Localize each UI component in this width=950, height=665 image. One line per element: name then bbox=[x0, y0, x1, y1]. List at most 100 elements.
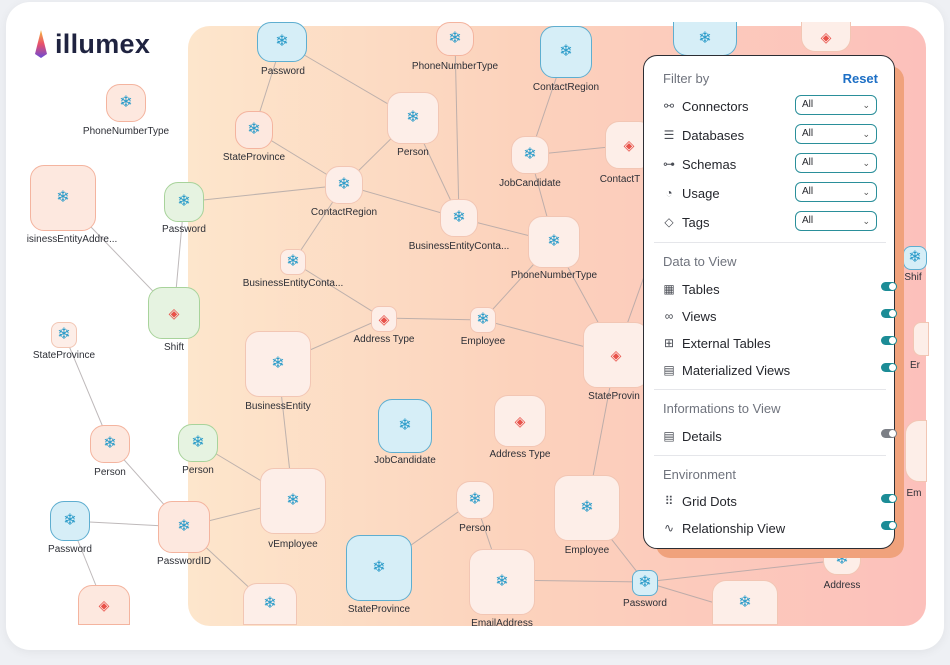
filter-label: Schemas bbox=[682, 156, 737, 172]
graph-node[interactable]: ◈ bbox=[583, 322, 649, 388]
node-label: ContactRegion bbox=[532, 82, 600, 93]
connectors-select[interactable]: All ⌄ bbox=[795, 95, 877, 115]
materialized-views-toggle[interactable] bbox=[881, 363, 897, 372]
node-label: BusinessEntity bbox=[245, 401, 311, 412]
node-label: StateProvince bbox=[222, 152, 286, 163]
database-icon: ◈ bbox=[610, 347, 622, 363]
database-icon: ◈ bbox=[378, 311, 390, 327]
snowflake-icon: ❄ bbox=[908, 249, 922, 266]
filter-label: Usage bbox=[682, 185, 720, 201]
graph-node[interactable] bbox=[913, 322, 929, 356]
graph-node[interactable]: ❄ bbox=[243, 583, 297, 625]
filter-row-databases: ☰ Databases All ⌄ bbox=[662, 124, 882, 146]
snowflake-icon: ❄ bbox=[452, 209, 466, 226]
node-label: Password bbox=[48, 544, 92, 555]
node-label: StateProvin bbox=[588, 391, 640, 402]
filter-label: Connectors bbox=[682, 98, 749, 114]
graph-node[interactable]: ❄ bbox=[436, 22, 474, 56]
graph-node[interactable]: ◈ bbox=[494, 395, 546, 447]
graph-node[interactable]: ◈ bbox=[148, 287, 200, 339]
toggle-label: Grid Dots bbox=[682, 493, 737, 509]
graph-node[interactable]: ❄ bbox=[164, 182, 204, 222]
node-label: EmailAddress bbox=[471, 618, 533, 629]
graph-node[interactable]: ❄ bbox=[378, 399, 432, 453]
usage-select[interactable]: All ⌄ bbox=[795, 182, 877, 202]
select-value: All bbox=[802, 157, 814, 168]
database-icon: ◈ bbox=[168, 305, 180, 321]
node-label: BusinessEntityConta... bbox=[242, 278, 344, 289]
database-icon: ◈ bbox=[98, 597, 110, 613]
snowflake-icon: ❄ bbox=[177, 518, 191, 535]
snowflake-icon: ❄ bbox=[271, 355, 285, 372]
reset-button[interactable]: Reset bbox=[842, 71, 878, 86]
graph-node[interactable]: ❄ bbox=[280, 249, 306, 275]
graph-node[interactable]: ❄ bbox=[30, 165, 96, 231]
graph-node[interactable]: ❄ bbox=[632, 570, 658, 596]
graph-node[interactable]: ❄ bbox=[51, 322, 77, 348]
snowflake-icon: ❄ bbox=[495, 573, 509, 590]
graph-node[interactable]: ❄ bbox=[235, 111, 273, 149]
graph-node[interactable]: ❄ bbox=[387, 92, 439, 144]
databases-select[interactable]: All ⌄ bbox=[795, 124, 877, 144]
node-label: PhoneNumberType bbox=[82, 126, 170, 137]
node-label: Password bbox=[261, 66, 305, 77]
snowflake-icon: ❄ bbox=[559, 43, 573, 60]
filter-panel: Filter by Reset ⚯ Connectors All ⌄ ☰ Data… bbox=[643, 55, 897, 549]
select-value: All bbox=[802, 215, 814, 226]
node-label: Person bbox=[397, 147, 429, 158]
snowflake-icon: ❄ bbox=[63, 512, 77, 529]
brand-logo: illumex bbox=[33, 28, 150, 60]
graph-node[interactable]: ❄ bbox=[325, 166, 363, 204]
graph-node[interactable]: ❄ bbox=[106, 84, 146, 122]
snowflake-icon: ❄ bbox=[398, 417, 412, 434]
graph-node[interactable]: ❄ bbox=[346, 535, 412, 601]
relationship-view-toggle[interactable] bbox=[881, 521, 897, 530]
grid-dots-toggle[interactable] bbox=[881, 494, 897, 503]
graph-node[interactable]: ❄ bbox=[470, 307, 496, 333]
node-label: Em bbox=[906, 488, 922, 499]
graph-node[interactable]: ❄ bbox=[158, 501, 210, 553]
gauge-icon: ◔ bbox=[665, 186, 673, 200]
views-toggle[interactable] bbox=[881, 309, 897, 318]
snowflake-icon: ❄ bbox=[738, 593, 752, 611]
graph-node[interactable]: ❄ bbox=[554, 475, 620, 541]
node-label: Person bbox=[182, 465, 214, 476]
graph-node[interactable]: ❄ bbox=[90, 425, 130, 463]
schemas-select[interactable]: All ⌄ bbox=[795, 153, 877, 173]
graph-node[interactable]: ◈ bbox=[371, 306, 397, 332]
filter-title: Filter by bbox=[663, 71, 710, 86]
node-label: Address Type bbox=[489, 449, 551, 460]
graph-node[interactable]: ❄ bbox=[511, 136, 549, 174]
graph-node[interactable]: ❄ bbox=[50, 501, 90, 541]
graph-node[interactable]: ❄ bbox=[673, 22, 737, 56]
details-toggle[interactable] bbox=[881, 429, 897, 438]
node-label: isinessEntityAddre... bbox=[26, 234, 118, 245]
graph-node[interactable]: ❄ bbox=[540, 26, 592, 78]
graph-node[interactable]: ❄ bbox=[469, 549, 535, 615]
database-icon: ◈ bbox=[820, 28, 832, 45]
toggle-row-relationship-view: ∿ Relationship View bbox=[662, 517, 897, 539]
divider bbox=[654, 242, 886, 243]
graph-node[interactable]: ❄ bbox=[456, 481, 494, 519]
graph-node[interactable]: ❄ bbox=[528, 216, 580, 268]
illumex-logo-icon bbox=[35, 30, 47, 58]
tags-select[interactable]: All ⌄ bbox=[795, 211, 877, 231]
external-tables-toggle[interactable] bbox=[881, 336, 897, 345]
select-value: All bbox=[802, 128, 814, 139]
graph-node[interactable] bbox=[905, 420, 927, 482]
graph-node[interactable]: ◈ bbox=[78, 585, 130, 625]
graph-node[interactable]: ❄ bbox=[260, 468, 326, 534]
graph-node[interactable]: ❄ bbox=[903, 246, 927, 270]
graph-node[interactable]: ❄ bbox=[257, 22, 307, 62]
node-label: PhoneNumberType bbox=[411, 61, 499, 72]
graph-node[interactable]: ❄ bbox=[712, 580, 778, 625]
graph-node[interactable]: ❄ bbox=[440, 199, 478, 237]
graph-node[interactable]: ◈ bbox=[801, 22, 851, 52]
graph-node[interactable]: ❄ bbox=[245, 331, 311, 397]
graph-node[interactable]: ❄ bbox=[178, 424, 218, 462]
connectors-icon: ⚯ bbox=[663, 99, 675, 113]
node-label: Employee bbox=[564, 545, 610, 556]
node-label: Shif bbox=[904, 272, 922, 283]
brand-name: illumex bbox=[55, 28, 151, 59]
tables-toggle[interactable] bbox=[881, 282, 897, 291]
